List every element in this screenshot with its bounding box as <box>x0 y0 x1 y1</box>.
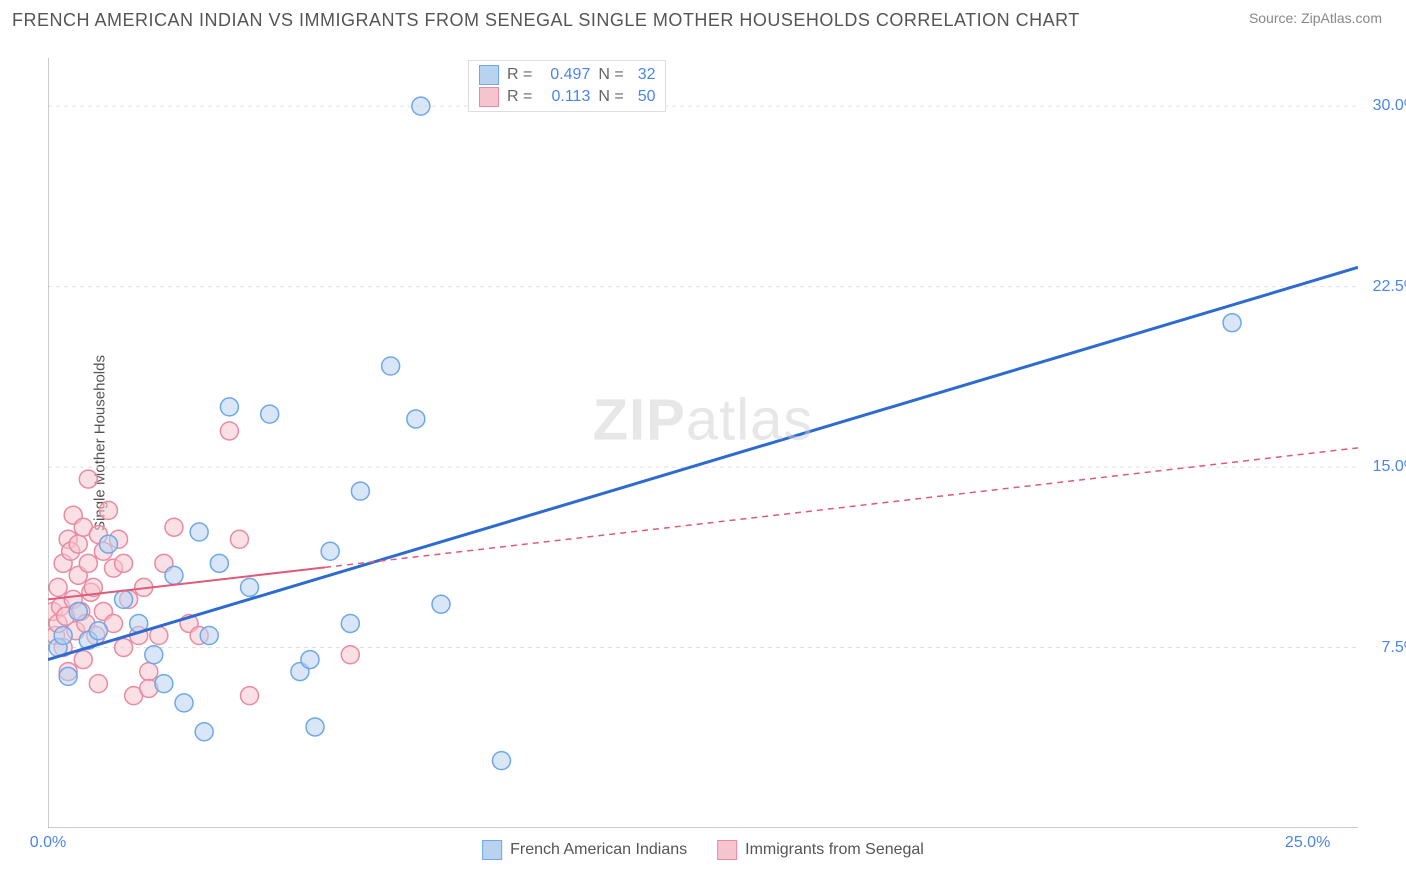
y-tick-label: 15.0% <box>1373 458 1406 476</box>
r-value-1: 0.113 <box>540 88 590 106</box>
legend-row-series-1: R = 0.113 N = 50 <box>479 86 655 108</box>
scatter-plot <box>48 58 1358 828</box>
r-label-1: R = <box>507 88 532 106</box>
r-label-0: R = <box>507 66 532 84</box>
y-tick-label: 22.5% <box>1373 278 1406 296</box>
swatch-series-1 <box>479 87 499 107</box>
n-label-1: N = <box>598 88 623 106</box>
n-value-0: 32 <box>638 66 656 84</box>
chart-area: Single Mother Households ZIPatlas R = 0.… <box>48 58 1358 828</box>
series-legend: French American Indians Immigrants from … <box>482 840 924 860</box>
x-tick-label: 25.0% <box>1285 834 1330 852</box>
chart-source: Source: ZipAtlas.com <box>1249 10 1382 26</box>
legend-swatch-0 <box>482 840 502 860</box>
legend-label-0: French American Indians <box>510 841 687 859</box>
chart-header: FRENCH AMERICAN INDIAN VS IMMIGRANTS FRO… <box>0 0 1406 39</box>
r-value-0: 0.497 <box>540 66 590 84</box>
legend-label-1: Immigrants from Senegal <box>745 841 924 859</box>
legend-item-0: French American Indians <box>482 840 687 860</box>
x-tick-label: 0.0% <box>30 834 66 852</box>
swatch-series-0 <box>479 65 499 85</box>
legend-item-1: Immigrants from Senegal <box>717 840 924 860</box>
legend-swatch-1 <box>717 840 737 860</box>
y-tick-label: 30.0% <box>1373 97 1406 115</box>
n-value-1: 50 <box>638 88 656 106</box>
y-tick-label: 7.5% <box>1382 639 1406 657</box>
correlation-legend: R = 0.497 N = 32 R = 0.113 N = 50 <box>468 60 666 112</box>
legend-row-series-0: R = 0.497 N = 32 <box>479 64 655 86</box>
n-label-0: N = <box>598 66 623 84</box>
chart-title: FRENCH AMERICAN INDIAN VS IMMIGRANTS FRO… <box>12 10 1080 31</box>
